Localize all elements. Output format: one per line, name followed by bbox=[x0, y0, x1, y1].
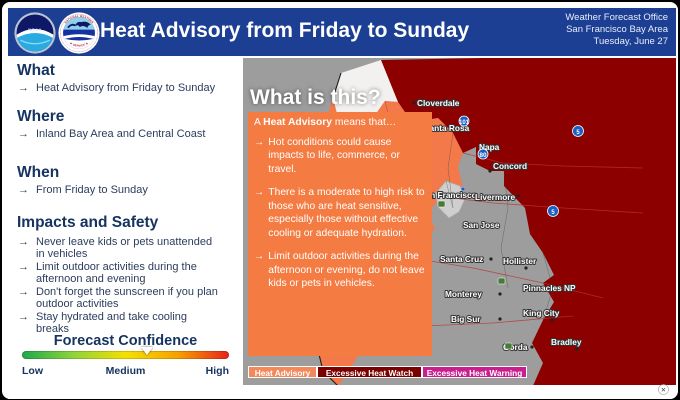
svg-text:80: 80 bbox=[479, 152, 487, 159]
svg-text:Concord: Concord bbox=[493, 161, 527, 171]
svg-text:Livermore: Livermore bbox=[475, 192, 516, 202]
svg-text:King City: King City bbox=[523, 308, 560, 318]
svg-text:Big Sur: Big Sur bbox=[451, 314, 481, 324]
svg-text:NOAA: NOAA bbox=[28, 27, 42, 32]
svg-text:Cloverdale: Cloverdale bbox=[417, 98, 460, 108]
svg-text:Monterey: Monterey bbox=[445, 289, 482, 299]
svg-text:✕: ✕ bbox=[661, 387, 666, 394]
svg-text:Santa Cruz: Santa Cruz bbox=[440, 254, 483, 264]
svg-text:San Jose: San Jose bbox=[463, 220, 500, 230]
svg-text:Pinnacles NP: Pinnacles NP bbox=[523, 283, 576, 293]
svg-text:Bradley: Bradley bbox=[551, 337, 582, 347]
svg-text:101: 101 bbox=[459, 120, 470, 126]
svg-text:Hollister: Hollister bbox=[503, 256, 537, 266]
